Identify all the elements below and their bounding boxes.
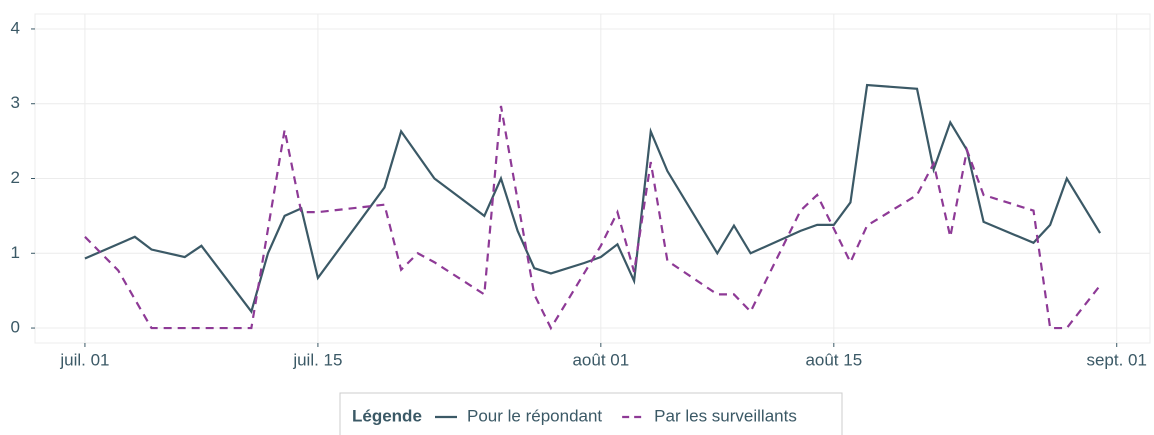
y-tick-label: 3 xyxy=(11,93,20,112)
series-line xyxy=(84,83,1102,315)
y-tick-label: 1 xyxy=(11,243,20,262)
x-tick-label: août 15 xyxy=(805,350,862,369)
x-tick-label: sept. 01 xyxy=(1086,350,1147,369)
y-tick-label: 4 xyxy=(11,18,20,37)
x-tick-label: juil. 01 xyxy=(59,350,109,369)
legend-label: Par les surveillants xyxy=(654,406,797,425)
legend-box xyxy=(339,392,843,435)
legend-title: Légende xyxy=(352,406,422,425)
y-tick-label: 2 xyxy=(11,168,20,187)
legend-label: Pour le répondant xyxy=(467,406,602,425)
y-tick-label: 0 xyxy=(11,318,20,337)
series-line xyxy=(84,105,1101,331)
x-tick-label: juil. 15 xyxy=(292,350,342,369)
x-tick-label: août 01 xyxy=(572,350,629,369)
